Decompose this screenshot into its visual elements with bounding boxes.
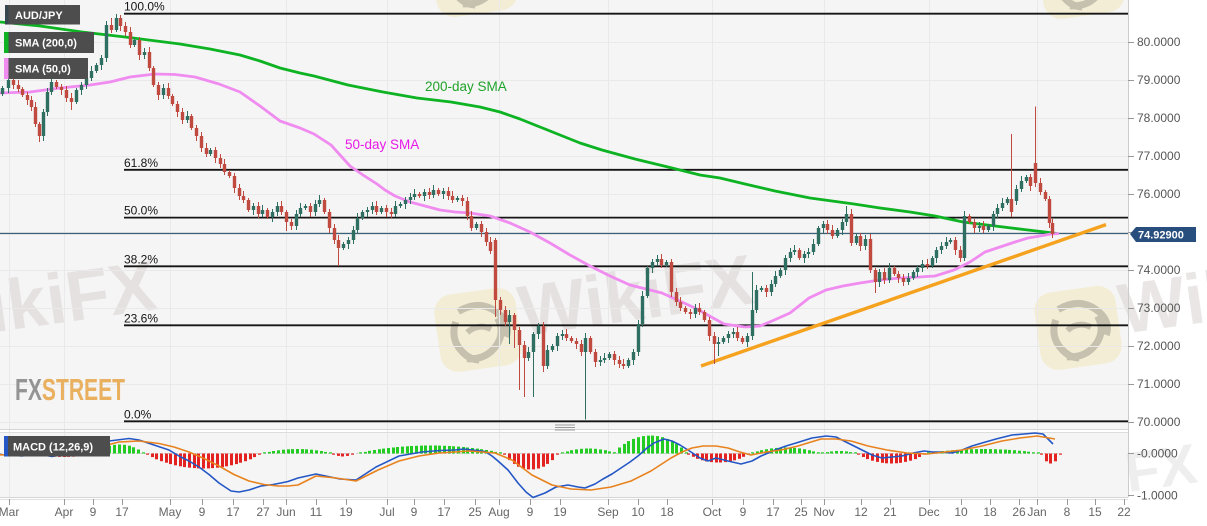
- svg-text:74.92900: 74.92900: [1138, 230, 1184, 242]
- svg-text:-0.0000: -0.0000: [1137, 447, 1178, 461]
- svg-text:May: May: [159, 505, 182, 519]
- svg-text:61.8%: 61.8%: [124, 156, 158, 170]
- svg-text:Jun: Jun: [276, 505, 295, 519]
- svg-text:11: 11: [310, 505, 323, 519]
- svg-text:-1.0000: -1.0000: [1137, 489, 1178, 503]
- svg-text:26: 26: [1012, 505, 1026, 519]
- svg-text:77.0000: 77.0000: [1137, 149, 1181, 163]
- svg-text:80.0000: 80.0000: [1137, 35, 1181, 49]
- svg-text:17: 17: [437, 505, 451, 519]
- svg-text:27: 27: [256, 505, 270, 519]
- svg-text:19: 19: [553, 505, 567, 519]
- svg-text:10: 10: [954, 505, 968, 519]
- svg-text:100.0%: 100.0%: [124, 0, 165, 14]
- svg-text:38.2%: 38.2%: [124, 252, 158, 266]
- svg-text:AUD/JPY: AUD/JPY: [15, 10, 63, 22]
- svg-text:73.0000: 73.0000: [1137, 301, 1181, 315]
- svg-text:25: 25: [794, 505, 808, 519]
- svg-text:78.0000: 78.0000: [1137, 111, 1181, 125]
- svg-text:15: 15: [1088, 505, 1102, 519]
- svg-text:9: 9: [740, 505, 747, 519]
- svg-text:FXSTREET: FXSTREET: [15, 372, 125, 407]
- svg-text:17: 17: [115, 505, 129, 519]
- svg-text:74.0000: 74.0000: [1137, 263, 1181, 277]
- svg-text:71.0000: 71.0000: [1137, 377, 1181, 391]
- svg-text:19: 19: [339, 505, 353, 519]
- svg-text:Jan: Jan: [1027, 505, 1046, 519]
- svg-text:Apr: Apr: [55, 505, 74, 519]
- svg-text:50.0%: 50.0%: [124, 204, 158, 218]
- svg-text:70.0000: 70.0000: [1137, 415, 1181, 429]
- svg-text:8: 8: [1064, 505, 1071, 519]
- svg-text:Mar: Mar: [0, 505, 19, 519]
- svg-text:10: 10: [631, 505, 645, 519]
- svg-text:18: 18: [660, 505, 674, 519]
- svg-text:25: 25: [468, 505, 482, 519]
- svg-text:9: 9: [527, 505, 534, 519]
- svg-text:Oct: Oct: [703, 505, 722, 519]
- svg-text:Sep: Sep: [597, 505, 619, 519]
- svg-text:76.0000: 76.0000: [1137, 187, 1181, 201]
- svg-text:9: 9: [411, 505, 418, 519]
- svg-text:21: 21: [883, 505, 897, 519]
- svg-text:Nov: Nov: [813, 505, 834, 519]
- svg-text:79.0000: 79.0000: [1137, 73, 1181, 87]
- svg-text:17: 17: [766, 505, 780, 519]
- svg-text:FX: FX: [1121, 432, 1201, 504]
- svg-text:72.0000: 72.0000: [1137, 339, 1181, 353]
- svg-text:23.6%: 23.6%: [124, 311, 158, 325]
- svg-text:Jul: Jul: [379, 505, 394, 519]
- svg-text:SMA (200,0): SMA (200,0): [15, 38, 77, 50]
- svg-text:22: 22: [1117, 505, 1131, 519]
- svg-text:0.0%: 0.0%: [124, 407, 152, 421]
- svg-text:9: 9: [90, 505, 97, 519]
- svg-text:SMA (50,0): SMA (50,0): [15, 64, 71, 76]
- svg-text:18: 18: [983, 505, 997, 519]
- svg-text:9: 9: [199, 505, 206, 519]
- svg-text:12: 12: [854, 505, 868, 519]
- svg-text:50-day SMA: 50-day SMA: [345, 137, 419, 152]
- svg-text:17: 17: [226, 505, 240, 519]
- svg-text:Aug: Aug: [488, 505, 509, 519]
- svg-text:MACD (12,26,9): MACD (12,26,9): [13, 442, 93, 454]
- svg-text:Dec: Dec: [918, 505, 939, 519]
- svg-text:200-day SMA: 200-day SMA: [425, 79, 507, 94]
